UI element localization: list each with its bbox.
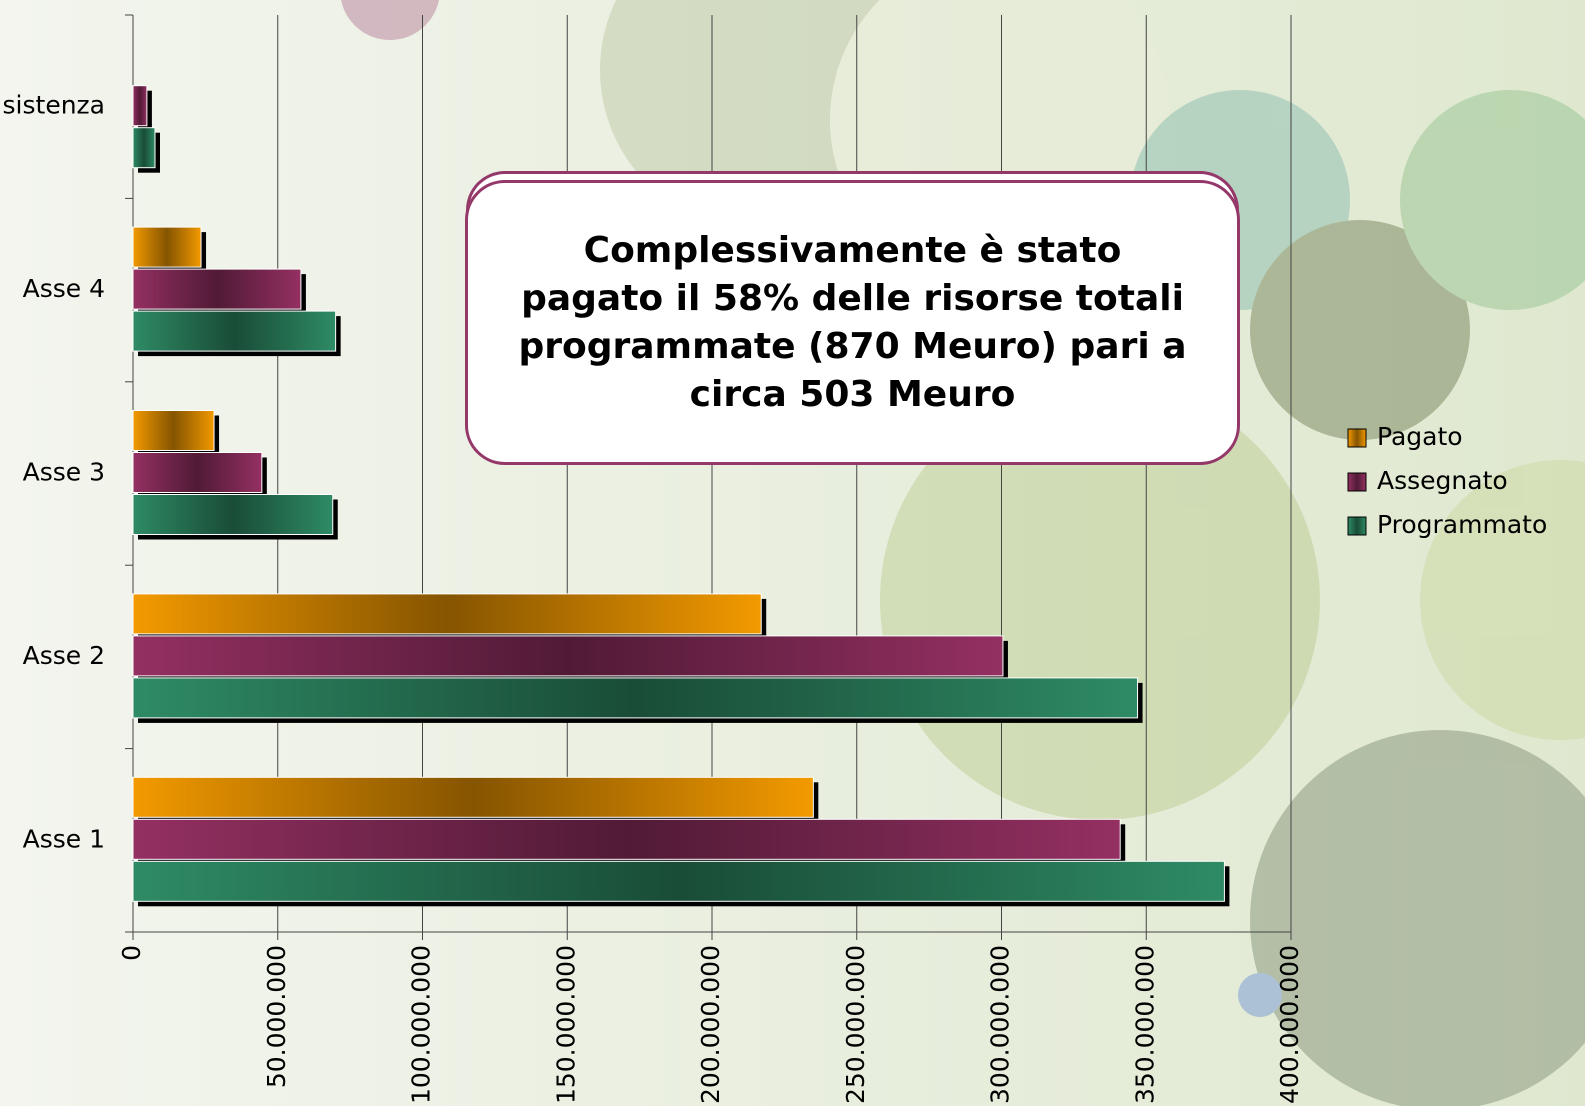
x-tick-label: 250.000.000 — [841, 945, 870, 1104]
bar — [133, 495, 333, 535]
x-tick-label: 50.000.000 — [262, 945, 291, 1088]
bar — [133, 453, 262, 493]
x-tick-label: 200.000.000 — [696, 945, 725, 1104]
x-tick-label: 400.000.000 — [1275, 945, 1304, 1104]
bar — [133, 678, 1138, 718]
bar — [133, 636, 1003, 676]
x-tick-label: 100.000.000 — [407, 945, 436, 1104]
bar — [133, 819, 1120, 859]
y-tick-label: Asse 1 — [23, 824, 105, 853]
y-tick-label: Asse 3 — [23, 458, 105, 487]
chart: 0 50.000.000 100.000.000 150.000.000 200.000… — [0, 0, 1585, 1106]
bar — [133, 594, 761, 634]
legend-label: Assegnato — [1377, 466, 1508, 495]
legend-swatch — [1348, 429, 1366, 447]
bar — [133, 86, 147, 126]
bar — [133, 128, 155, 168]
y-tick-label: sistenza — [3, 91, 105, 120]
bar — [133, 861, 1224, 901]
page: 0 50.000.000 100.000.000 150.000.000 200.000… — [0, 0, 1585, 1106]
legend-swatch — [1348, 517, 1366, 535]
bar — [133, 311, 336, 351]
y-tick-label: Asse 4 — [23, 274, 105, 303]
x-tick-label: 150.000.000 — [551, 945, 580, 1104]
legend-label: Pagato — [1377, 422, 1463, 451]
annotation: Complessivamente è stato pagato il 58% d… — [465, 180, 1240, 465]
x-tick-label: 300.000.000 — [986, 945, 1015, 1104]
bar — [133, 227, 201, 267]
y-tick-label: Asse 2 — [23, 641, 105, 670]
x-tick-label: 0 — [117, 945, 146, 961]
legend-swatch — [1348, 473, 1366, 491]
legend-label: Programmato — [1377, 510, 1547, 539]
bar — [133, 777, 813, 817]
bar — [133, 411, 214, 451]
bar — [133, 269, 301, 309]
x-tick-label: 350.000.000 — [1130, 945, 1159, 1104]
